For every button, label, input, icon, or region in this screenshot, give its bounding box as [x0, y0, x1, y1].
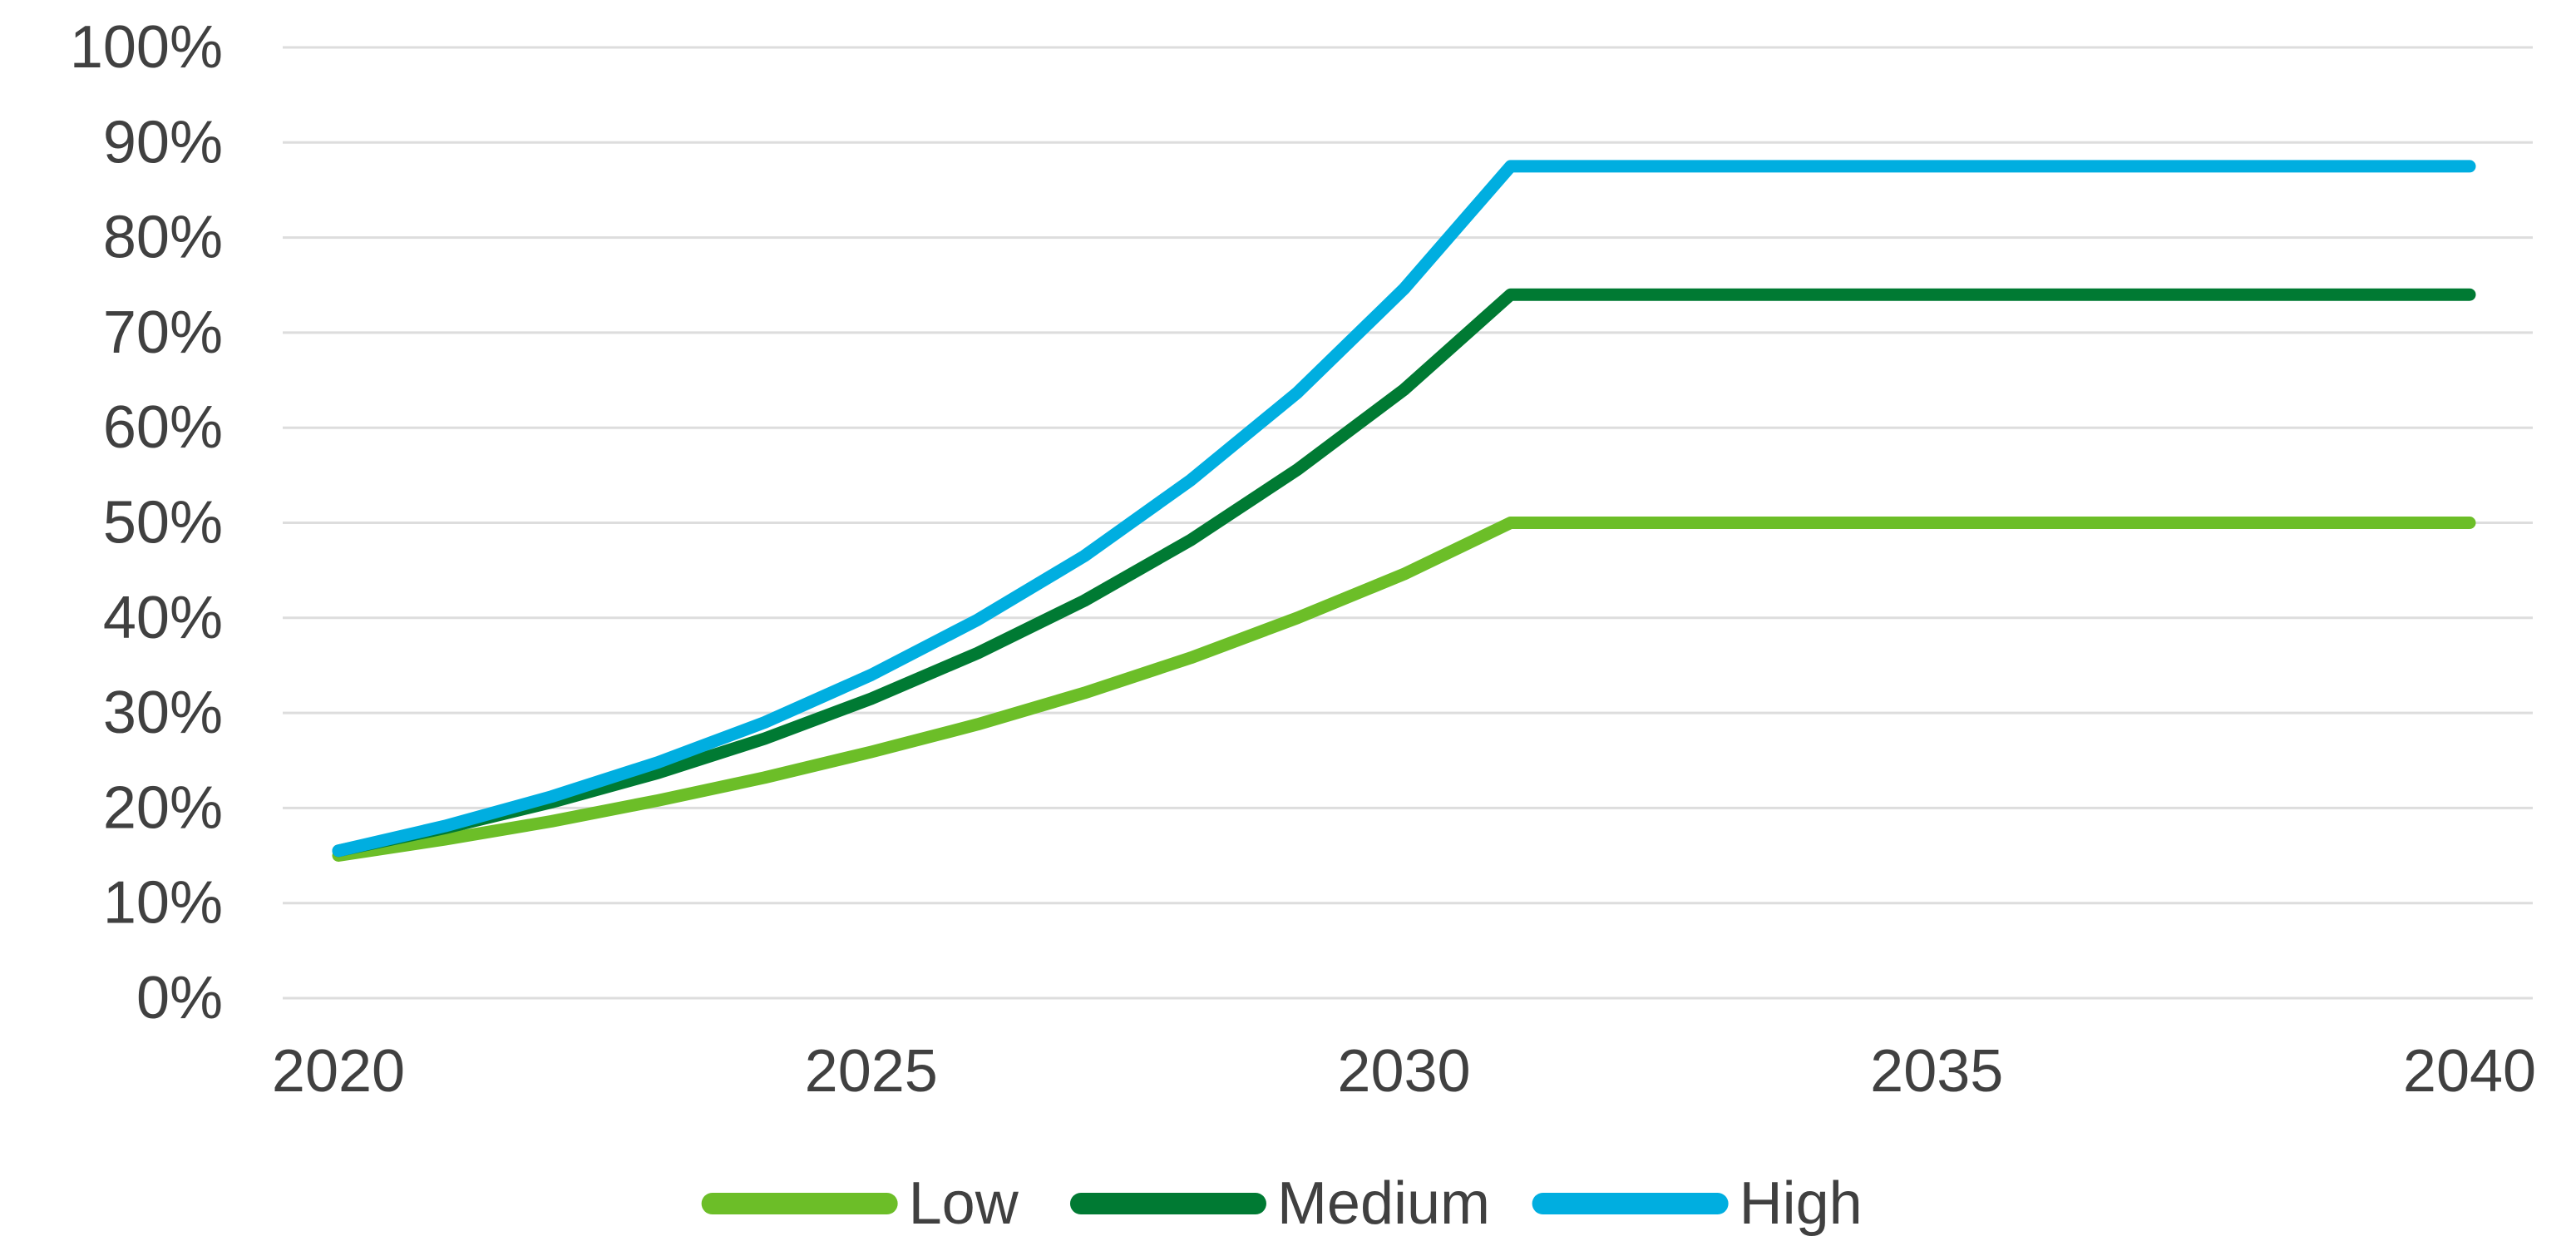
- legend-label-high: High: [1740, 1170, 1863, 1237]
- y-axis-tick-label: 80%: [103, 205, 223, 271]
- y-axis-tick-label: 70%: [103, 299, 223, 366]
- x-axis-tick-label: 2040: [2403, 1038, 2536, 1105]
- x-axis-tick-label: 2025: [805, 1038, 938, 1105]
- y-axis-tick-label: 40%: [103, 585, 223, 651]
- y-axis-tick-label: 0%: [136, 965, 223, 1031]
- series-line-medium: [332, 288, 2476, 858]
- y-axis-tick-label: 60%: [103, 394, 223, 461]
- y-axis-tick-label: 30%: [103, 680, 223, 746]
- legend-label-low: Low: [909, 1170, 1019, 1237]
- x-axis-tick-label: 2020: [272, 1038, 405, 1105]
- y-axis-tick-label: 10%: [103, 870, 223, 937]
- series-line-low: [332, 517, 2476, 862]
- y-axis-tick-label: 50%: [103, 490, 223, 556]
- legend-label-medium: Medium: [1277, 1170, 1490, 1237]
- series-line-high: [332, 160, 2476, 858]
- y-axis-tick-label: 100%: [70, 14, 223, 81]
- y-axis-tick-label: 20%: [103, 774, 223, 841]
- x-axis-tick-label: 2035: [1870, 1038, 2003, 1105]
- y-axis-tick-label: 90%: [103, 109, 223, 176]
- x-axis-tick-label: 2030: [1337, 1038, 1470, 1105]
